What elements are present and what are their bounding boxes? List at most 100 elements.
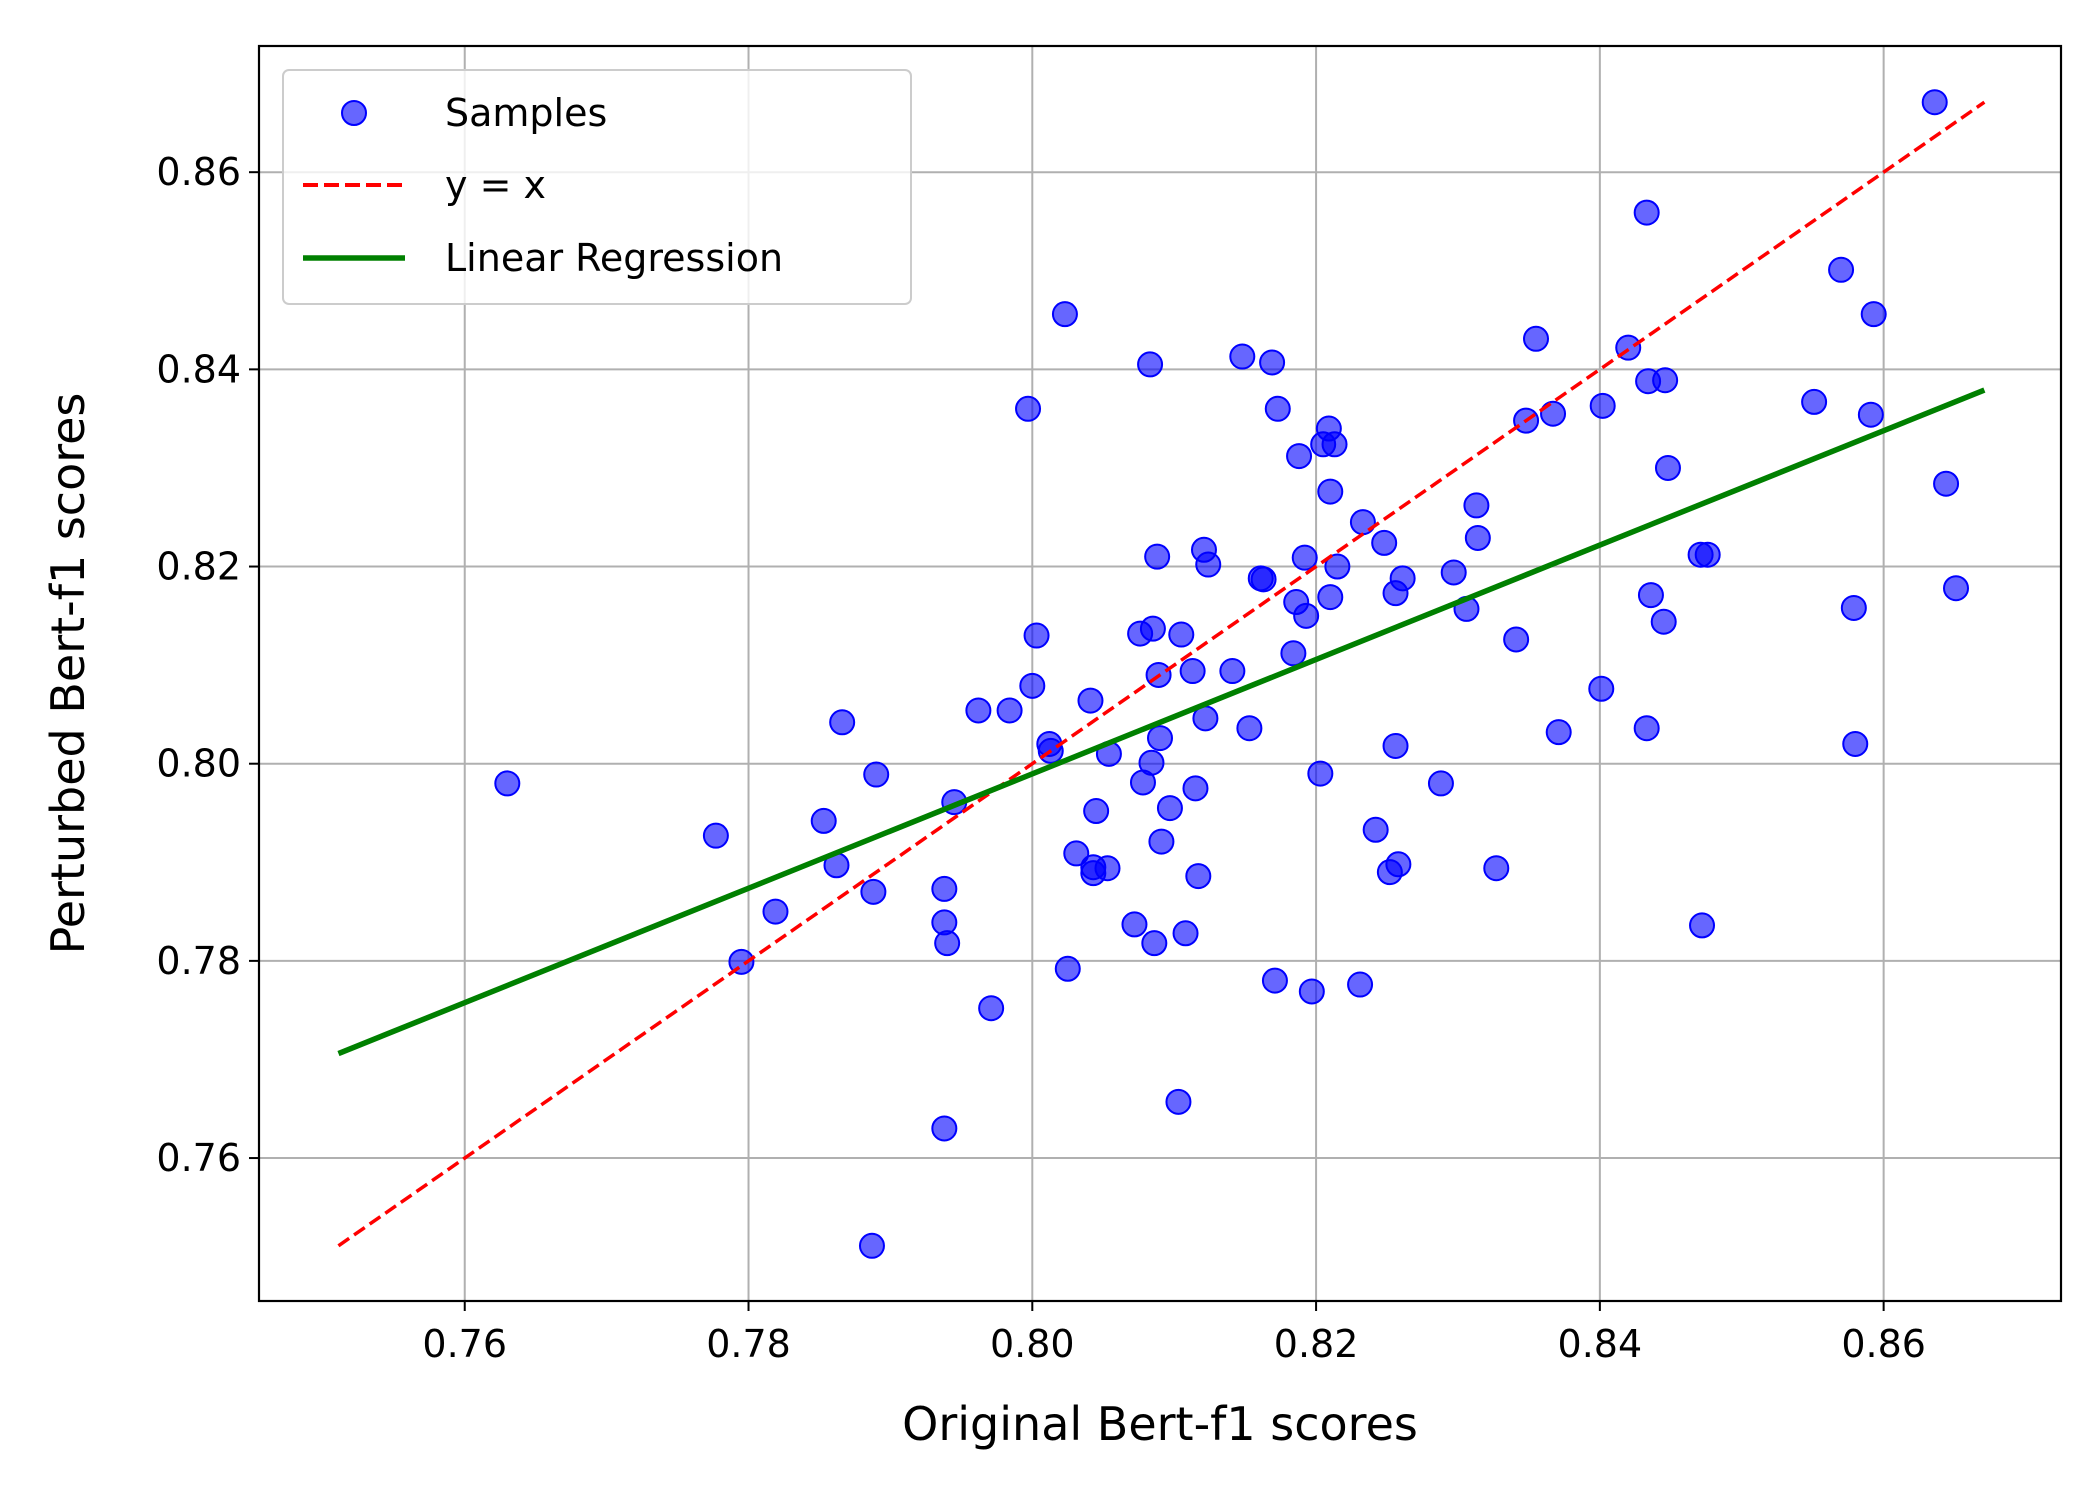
x-tick-label: 0.78 — [706, 1322, 791, 1366]
sample-point — [1229, 343, 1256, 370]
sample-point — [1250, 566, 1277, 593]
sample-point — [1317, 478, 1344, 505]
sample-point — [702, 822, 729, 849]
sample-point — [1860, 301, 1887, 328]
sample-point — [494, 770, 521, 797]
legend: Samples y = x Linear Regression — [282, 69, 912, 305]
sample-point — [1259, 349, 1286, 376]
sample-point — [1138, 749, 1165, 776]
sample-point — [1503, 626, 1530, 653]
sample-point — [1264, 395, 1291, 422]
sample-point — [1121, 911, 1148, 938]
x-axis-ticks: 0.76 0.78 0.80 0.82 0.84 0.86 — [422, 1301, 1926, 1366]
sample-point — [1298, 978, 1325, 1005]
sample-point — [1219, 658, 1246, 685]
sample-point — [1694, 541, 1721, 568]
sample-point — [860, 878, 887, 905]
sample-point — [1389, 565, 1416, 592]
sample-point — [1654, 454, 1681, 481]
sample-point — [1828, 256, 1855, 283]
sample-point — [1921, 89, 1948, 116]
sample-point — [1324, 553, 1351, 580]
sample-point — [1371, 529, 1398, 556]
sample-point — [1943, 575, 1970, 602]
sample-point — [1540, 400, 1567, 427]
sample-point — [1156, 795, 1183, 822]
sample-point — [1689, 912, 1716, 939]
legend-identity-label: y = x — [445, 163, 546, 207]
sample-point — [1427, 770, 1454, 797]
sample-point — [1286, 443, 1313, 470]
sample-point — [1139, 615, 1166, 642]
sample-point — [1261, 967, 1288, 994]
y-tick-label: 0.86 — [156, 150, 241, 194]
sample-point — [863, 761, 890, 788]
sample-point — [1347, 971, 1374, 998]
sample-point — [1077, 687, 1104, 714]
sample-point — [1172, 920, 1199, 947]
y-axis-ticks: 0.76 0.78 0.80 0.82 0.84 0.86 — [156, 150, 259, 1180]
sample-point — [1148, 828, 1175, 855]
sample-point — [1933, 470, 1960, 497]
sample-point — [996, 697, 1023, 724]
sample-point — [1385, 851, 1412, 878]
sample-point — [1019, 672, 1046, 699]
sample-point — [1165, 1088, 1192, 1115]
sample-point — [1147, 725, 1173, 752]
sample-point — [1857, 401, 1884, 428]
data-points — [494, 89, 1970, 1259]
sample-point — [1637, 582, 1664, 609]
x-tick-label: 0.82 — [1274, 1322, 1359, 1366]
sample-point — [1137, 351, 1164, 378]
sample-point — [1293, 602, 1320, 629]
y-tick-label: 0.76 — [156, 1136, 241, 1180]
sample-point — [1840, 594, 1867, 621]
y-tick-label: 0.78 — [156, 939, 241, 983]
sample-point — [1464, 524, 1491, 551]
sample-point — [1650, 608, 1677, 635]
sample-point — [1317, 584, 1344, 611]
sample-point — [1185, 863, 1212, 890]
sample-point — [1588, 675, 1615, 702]
sample-point — [1440, 559, 1467, 586]
y-tick-label: 0.84 — [156, 347, 241, 391]
sample-point — [1144, 543, 1171, 570]
sample-point — [762, 898, 789, 925]
sample-point — [1801, 388, 1828, 415]
sample-point — [1179, 658, 1206, 685]
sample-point — [1023, 622, 1050, 649]
sample-point — [858, 1232, 885, 1259]
sample-point — [1141, 930, 1168, 957]
legend-box — [282, 69, 912, 305]
regression-line — [337, 387, 1986, 1057]
sample-point — [1545, 719, 1572, 746]
fit-lines — [337, 100, 1986, 1248]
y-axis-label: Perturbed Bert-f1 scores — [41, 393, 95, 955]
sample-point — [1463, 492, 1490, 519]
sample-point — [1280, 640, 1307, 667]
sample-point — [1382, 732, 1409, 759]
sample-point — [829, 709, 856, 736]
sample-point — [1063, 840, 1090, 867]
sample-point — [1094, 855, 1121, 882]
sample-point — [931, 875, 958, 902]
sample-point — [1182, 775, 1209, 802]
sample-point — [1015, 395, 1042, 422]
sample-point — [1236, 715, 1263, 742]
x-tick-label: 0.84 — [1558, 1322, 1643, 1366]
y-tick-label: 0.80 — [156, 742, 241, 786]
sample-point — [1842, 730, 1869, 757]
sample-point — [1083, 798, 1110, 825]
sample-point — [810, 807, 837, 834]
legend-samples-label: Samples — [445, 91, 607, 135]
sample-point — [1291, 544, 1318, 571]
legend-samples-marker — [341, 100, 367, 126]
legend-regression-label: Linear Regression — [445, 236, 783, 280]
plot-frame — [257, 44, 2063, 1303]
sample-point — [1054, 955, 1081, 982]
sample-point — [965, 697, 992, 724]
sample-point — [931, 1115, 958, 1142]
sample-point — [1195, 551, 1222, 578]
x-tick-label: 0.86 — [1841, 1322, 1926, 1366]
